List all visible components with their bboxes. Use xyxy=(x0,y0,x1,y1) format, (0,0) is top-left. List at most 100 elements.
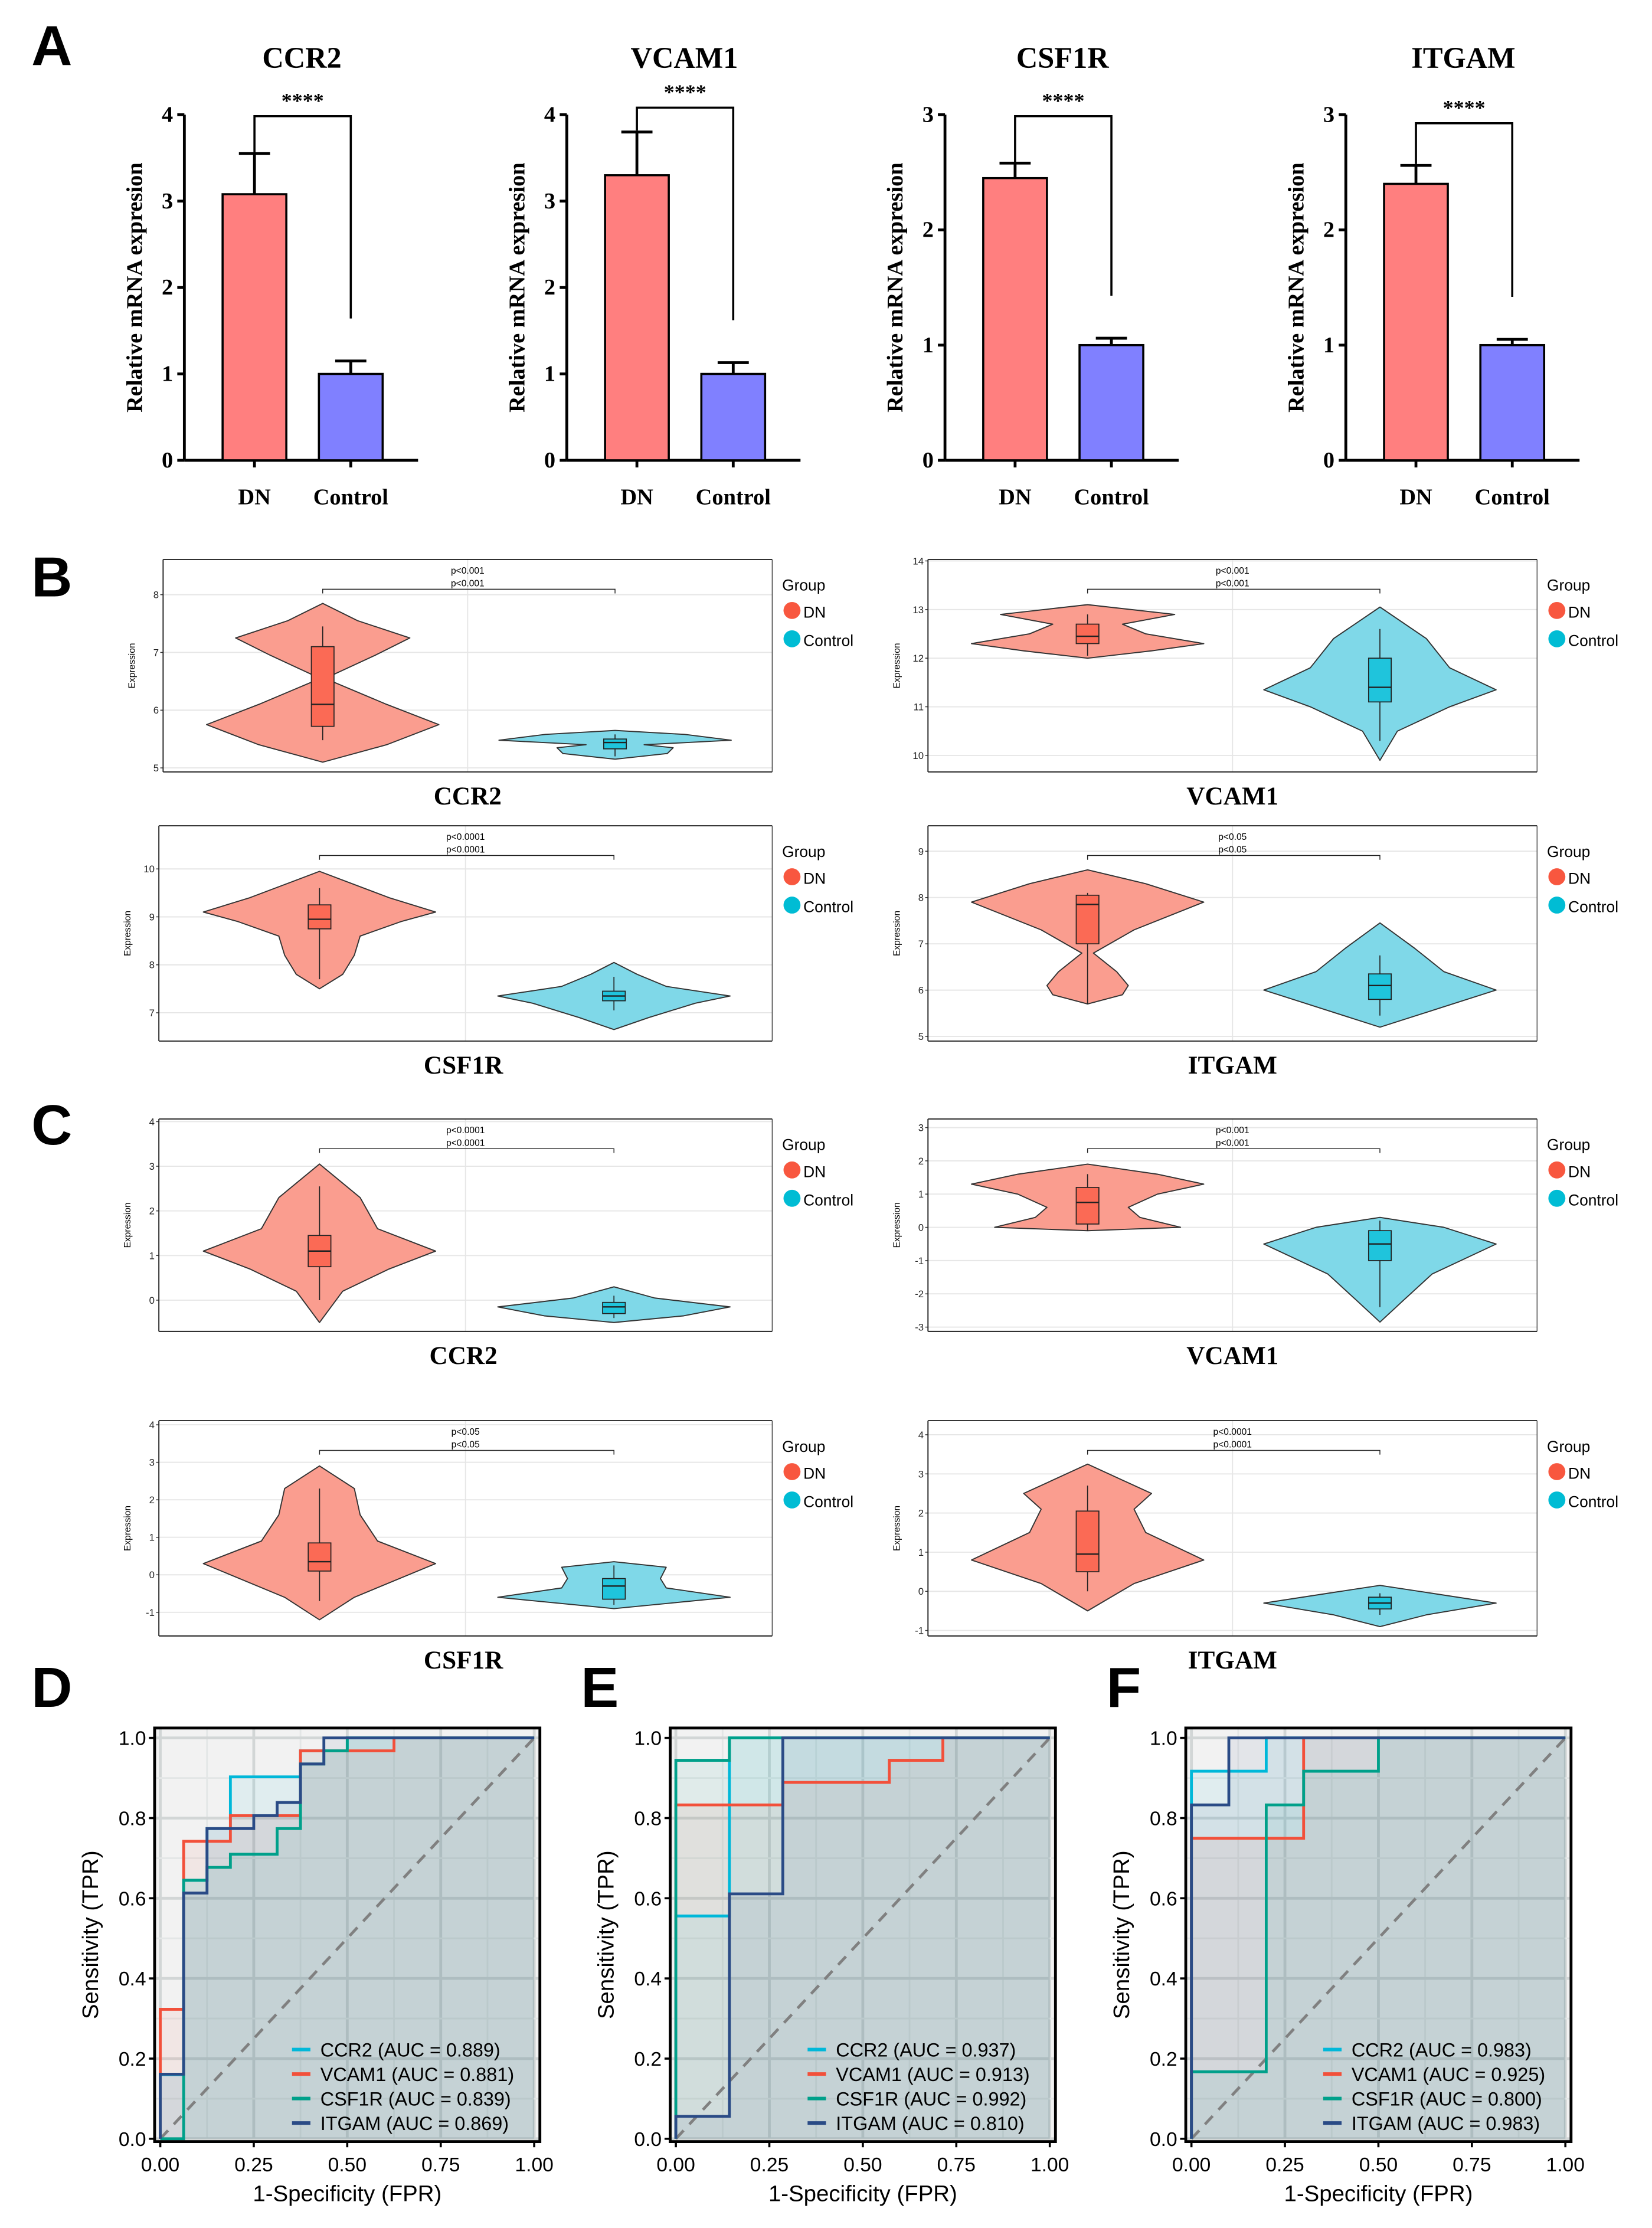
y-tick-label: 7 xyxy=(918,938,924,950)
y-tick-label: 0.2 xyxy=(634,2049,662,2070)
legend-title: Group xyxy=(782,1136,825,1154)
box-control xyxy=(1368,1230,1392,1261)
legend-title: Group xyxy=(782,843,825,861)
y-axis-label: Sensitivity (TPR) xyxy=(1109,1850,1134,2019)
y-tick-label: 0.6 xyxy=(1150,1888,1177,1910)
significance-bracket xyxy=(319,1450,614,1455)
x-tick-label: 0.00 xyxy=(1172,2154,1211,2176)
significance-label: **** xyxy=(282,89,324,112)
y-tick-label: 4 xyxy=(918,1429,924,1441)
y-tick-label: 0.0 xyxy=(1150,2129,1177,2151)
gene-label: VCAM1 xyxy=(1186,783,1278,810)
legend-label: CCR2 (AUC = 0.983) xyxy=(1352,2040,1532,2061)
x-tick-label: 0.00 xyxy=(141,2154,179,2176)
p-value-label: p<0.0001 xyxy=(1213,1440,1252,1450)
y-tick-label: 0.4 xyxy=(634,1968,662,1990)
legend-label: CSF1R (AUC = 0.992) xyxy=(836,2089,1026,2110)
legend-dot-control xyxy=(1548,630,1566,647)
y-tick-label: 8 xyxy=(918,892,924,904)
legend-label: Control xyxy=(803,1191,853,1209)
y-tick-label: 8 xyxy=(149,960,155,971)
significance-label: **** xyxy=(1443,96,1486,119)
significance-bracket xyxy=(1087,1450,1381,1455)
y-tick-label: 0.4 xyxy=(119,1968,146,1990)
x-tick-label: Control xyxy=(696,485,771,509)
bar-control xyxy=(318,372,384,462)
legend-dot-control xyxy=(1548,897,1566,914)
panel-letter-f: F xyxy=(1107,1656,1141,1719)
gene-label: CSF1R xyxy=(424,1052,503,1079)
violin-plot-csf1r: 7 8 9 10 Expression p<0.0001 p<0.0001 CSF1R Grou… xyxy=(123,825,853,1079)
box-dn xyxy=(307,1542,332,1572)
x-axis-label: 1-Specificity (FPR) xyxy=(1284,2181,1473,2206)
legend-label: ITGAM (AUC = 0.810) xyxy=(836,2113,1024,2134)
y-tick-label: 0 xyxy=(922,448,934,473)
violin-plot-ccr2: 5 6 7 8 Expression p<0.001 p<0.001 CCR2 Group DN C… xyxy=(127,558,853,810)
roc-area-1 xyxy=(160,1738,535,2139)
bar-control xyxy=(1479,343,1546,462)
roc-curve-itgam xyxy=(674,1736,1050,2139)
gene-label: CCR2 xyxy=(430,1342,498,1370)
box-dn xyxy=(1075,894,1100,945)
y-tick-label: 4 xyxy=(149,1116,155,1127)
p-value-label: p<0.0001 xyxy=(1213,1427,1252,1437)
legend-dot-dn xyxy=(1548,1161,1566,1179)
legend-label: VCAM1 (AUC = 0.913) xyxy=(836,2064,1029,2085)
significance-bracket xyxy=(253,114,352,319)
panel-letter-e: E xyxy=(581,1656,619,1719)
x-tick-label: Control xyxy=(1074,485,1149,509)
significance-bracket xyxy=(1087,1148,1381,1153)
x-tick-label: 0.75 xyxy=(937,2154,976,2176)
y-tick-label: 0 xyxy=(918,1586,924,1597)
y-tick-label: 1.0 xyxy=(1150,1728,1177,1750)
y-tick-label: 0 xyxy=(149,1295,155,1306)
violin-plot-itgam: -1 0 1 2 3 4 Expression p<0.0001 p<0.0001 ITGAM Gr… xyxy=(892,1420,1618,1674)
legend: Group DN Control xyxy=(782,577,853,650)
y-tick-label: 7 xyxy=(149,1007,155,1019)
violin-plot-ccr2: 0 1 2 3 4 Expression p<0.0001 p<0.0001 CCR2 Group… xyxy=(123,1116,853,1370)
y-axis-label: Expression xyxy=(123,1506,133,1551)
y-tick-label: 0.2 xyxy=(119,2049,146,2070)
box-control xyxy=(603,738,627,750)
x-tick-label: 0.50 xyxy=(1359,2154,1398,2176)
legend-label: Control xyxy=(1568,632,1618,649)
y-tick-label: 3 xyxy=(1323,102,1334,127)
legend: Group DN Control xyxy=(782,1136,853,1209)
legend: Group DN Control xyxy=(1547,577,1618,650)
y-tick-label: 1 xyxy=(918,1189,924,1200)
x-tick-label: 0.50 xyxy=(843,2154,882,2176)
y-tick-label: 2 xyxy=(162,275,173,300)
legend-label: CCR2 (AUC = 0.889) xyxy=(320,2040,500,2061)
x-tick-label: 0.25 xyxy=(234,2154,273,2176)
chart-title: VCAM1 xyxy=(631,41,738,74)
y-tick-label: 1.0 xyxy=(119,1728,146,1750)
y-tick-label: -1 xyxy=(915,1625,924,1637)
box-dn xyxy=(307,904,332,930)
legend-label: DN xyxy=(803,1464,826,1482)
x-tick-label: DN xyxy=(1399,485,1432,509)
panel-letter-c: C xyxy=(31,1094,72,1157)
legend: CCR2 (AUC = 0.889) VCAM1 (AUC = 0.881) CSF… xyxy=(292,2040,514,2134)
significance-bracket xyxy=(1415,122,1514,297)
y-tick-label: 0.8 xyxy=(634,1808,662,1830)
y-tick-label: 0.6 xyxy=(634,1888,662,1910)
x-tick-label: 1.00 xyxy=(1546,2154,1585,2176)
y-tick-label: 13 xyxy=(912,604,924,616)
x-tick-label: DN xyxy=(238,485,271,509)
y-tick-label: -1 xyxy=(915,1255,924,1267)
y-tick-label: 3 xyxy=(149,1161,155,1172)
legend-label: DN xyxy=(1568,603,1591,621)
y-tick-label: 4 xyxy=(162,102,173,127)
roc-curve-vcam1 xyxy=(674,1736,1050,2139)
legend-dot-control xyxy=(783,630,801,647)
y-tick-label: 1 xyxy=(1323,333,1334,358)
legend-label: DN xyxy=(803,1163,826,1180)
legend-label: Control xyxy=(803,1493,853,1510)
legend-label: ITGAM (AUC = 0.869) xyxy=(320,2113,509,2134)
y-tick-label: 2 xyxy=(544,275,555,300)
roc-area-2 xyxy=(160,1738,535,2139)
p-value-label: p<0.001 xyxy=(451,566,485,576)
y-tick-label: 11 xyxy=(914,702,924,713)
roc-curve-vcam1 xyxy=(159,1736,535,2139)
y-tick-label: 0.0 xyxy=(634,2129,662,2151)
